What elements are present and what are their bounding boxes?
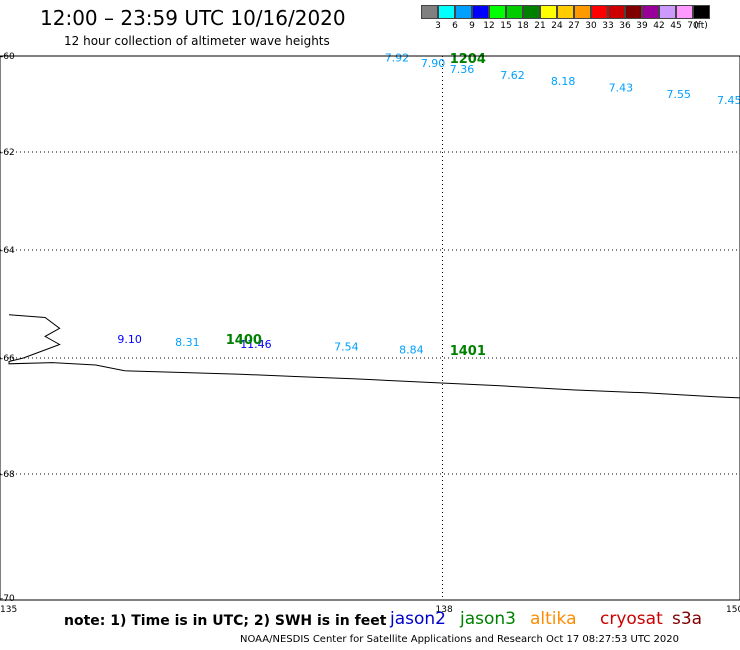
legend-label: 21 [534, 21, 546, 31]
legend-label: 39 [636, 21, 648, 31]
wave-height-label: 8.31 [175, 336, 200, 349]
wave-height-label: 8.18 [551, 75, 576, 88]
legend-color-box [642, 5, 659, 19]
lat-tick-label: -60 [0, 52, 15, 62]
legend-label: 3 [435, 21, 441, 31]
legend-color-box [472, 5, 489, 19]
map-frame [0, 55, 740, 601]
lat-tick-label: -66 [0, 354, 15, 364]
footer-credit: NOAA/NESDIS Center for Satellite Applica… [240, 634, 679, 645]
legend-color-box [540, 5, 557, 19]
lat-lon-grid [0, 56, 740, 600]
legend-color-box [557, 5, 574, 19]
legend-color-box [676, 5, 693, 19]
wave-height-label: 7.36 [450, 63, 475, 76]
wave-height-observations: 7.927.907.367.628.187.437.557.457.186.77… [117, 51, 740, 356]
pass-time-label: 1401 [450, 344, 486, 359]
wave-height-label: 11.46 [240, 338, 272, 351]
color-scale-legend: 3 6 9 12 15 18 21 24 27 30 33 36 39 42 45 70 (ft) [421, 5, 710, 31]
legend-label: 18 [517, 21, 529, 31]
legend-color-box [659, 5, 676, 19]
satellite-name-jason2: jason2 [390, 609, 446, 629]
legend-label: 6 [452, 21, 458, 31]
legend-labels: 3 6 9 12 15 18 21 24 27 30 33 36 39 42 45 70 (ft) [421, 19, 710, 31]
wave-height-label: 7.45 [717, 94, 740, 107]
legend-color-box [591, 5, 608, 19]
page-subtitle: 12 hour collection of altimeter wave hei… [64, 34, 330, 48]
satellite-name-cryosat: cryosat [600, 609, 663, 629]
legend-color-box [506, 5, 523, 19]
legend-label: 15 [500, 21, 512, 31]
page-title: 12:00 – 23:59 UTC 10/16/2020 [40, 6, 346, 30]
legend-color-box [693, 5, 710, 19]
legend-color-box [625, 5, 642, 19]
legend-label: 27 [568, 21, 580, 31]
legend-label: 24 [551, 21, 563, 31]
wave-height-label: 7.90 [421, 57, 446, 70]
lon-tick-label: 150 [726, 605, 740, 615]
lat-tick-label: -70 [0, 594, 15, 604]
legend-label: 70 [687, 21, 699, 31]
wave-height-label: 7.92 [385, 51, 410, 64]
coastline [8, 314, 740, 399]
legend-color-boxes [421, 5, 710, 19]
pass-time-label: 1204 [450, 52, 486, 67]
legend-color-box [489, 5, 506, 19]
lat-tick-label: -68 [0, 470, 15, 480]
legend-label: 45 [670, 21, 682, 31]
wave-height-label: 7.43 [609, 82, 634, 95]
lon-tick-label: 135 [0, 605, 17, 615]
legend-color-box [608, 5, 625, 19]
lon-tick-label: 138 [436, 605, 453, 615]
wave-height-label: 9.10 [117, 333, 142, 346]
legend-color-box [421, 5, 438, 19]
satellite-name-altika: altika [530, 609, 577, 629]
satellite-name-jason3: jason3 [460, 609, 516, 629]
axis-labels: -60-62-64-66-68-70135138141144147150 [0, 52, 740, 615]
pass-time-label: 1400 [226, 333, 262, 348]
legend-label: 36 [619, 21, 631, 31]
legend-label: (ft) [694, 21, 708, 31]
legend-color-box [455, 5, 472, 19]
wave-height-label: 7.54 [334, 341, 359, 354]
pass-time-labels: 12041205120614001401 [226, 52, 486, 359]
wave-height-label: 8.84 [399, 343, 424, 356]
legend-label: 33 [602, 21, 614, 31]
legend-label: 9 [469, 21, 475, 31]
lat-tick-label: -62 [0, 148, 15, 158]
legend-label: 30 [585, 21, 597, 31]
legend-color-box [438, 5, 455, 19]
wave-height-label: 7.62 [500, 69, 525, 82]
legend-color-box [523, 5, 540, 19]
legend-color-box [574, 5, 591, 19]
wave-height-label: 7.55 [666, 88, 691, 101]
footer-note: note: 1) Time is in UTC; 2) SWH is in fe… [64, 613, 387, 629]
legend-label: 12 [483, 21, 495, 31]
lat-tick-label: -64 [0, 246, 15, 256]
legend-label: 42 [653, 21, 665, 31]
satellite-name-s3a: s3a [672, 609, 703, 629]
